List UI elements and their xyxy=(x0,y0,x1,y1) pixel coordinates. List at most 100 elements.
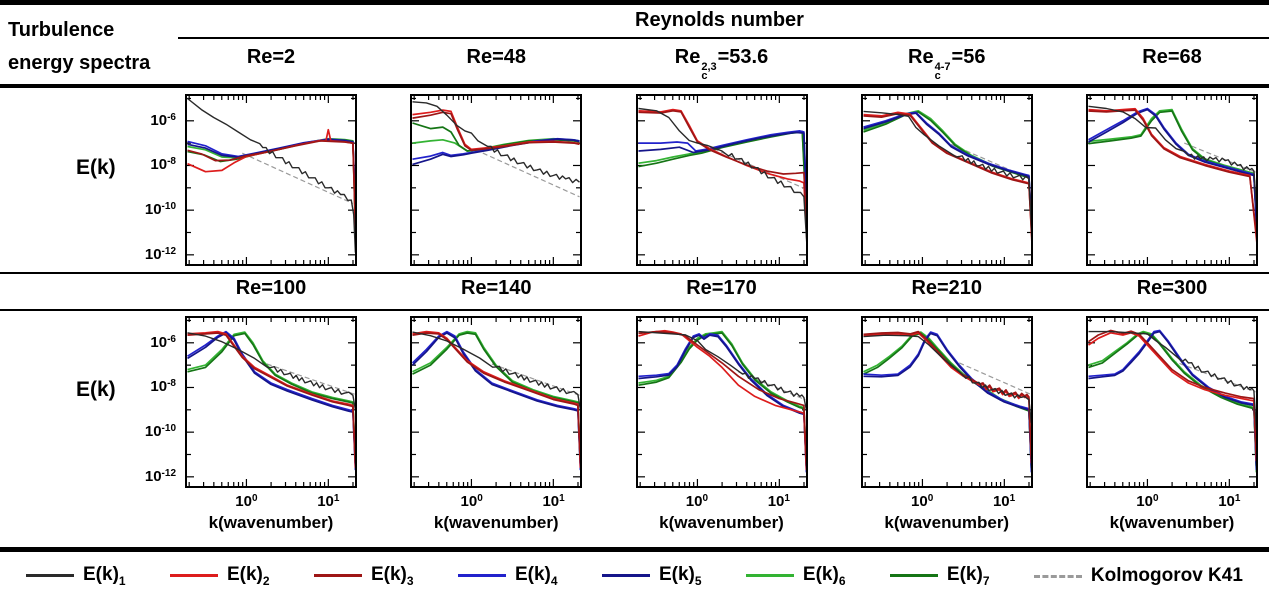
spectra-panel-re-100 xyxy=(185,316,357,493)
legend-swatch-e4 xyxy=(457,574,506,578)
series-e5 xyxy=(863,332,1031,468)
series-e2 xyxy=(637,329,806,471)
spectra-panel-re-2 xyxy=(185,94,357,271)
legend-item-e-k-6: E(k)6 xyxy=(745,564,846,588)
spectra-plot xyxy=(1086,316,1258,488)
series-k41 xyxy=(475,149,580,198)
series-e1 xyxy=(187,97,355,253)
legend-label: E(k)7 xyxy=(946,564,990,588)
y-axis-tick-label-row1--8: 10-8 xyxy=(150,156,176,174)
column-header-re-140: Re=140 xyxy=(460,277,532,299)
x-axis-tick-label-0: 100 xyxy=(235,493,258,510)
series-e2 xyxy=(187,330,355,468)
spectra-panel-re-170 xyxy=(635,316,808,493)
spectra-plot xyxy=(1086,94,1258,266)
legend-label: Kolmogorov K41 xyxy=(1090,565,1243,586)
column-header-re-170: Re=170 xyxy=(686,277,757,299)
column-header-re-53-6: Re 2,3 c =53.6 xyxy=(674,46,769,82)
divider-thin-2 xyxy=(0,309,1269,311)
x-axis-label: k(wavenumber) xyxy=(659,513,784,532)
y-axis-tick-label-row1--6: 10-6 xyxy=(150,111,176,129)
series-e1 xyxy=(187,332,355,410)
legend-swatch-e7 xyxy=(889,574,938,578)
series-e3 xyxy=(412,332,581,464)
series-e1 xyxy=(863,110,1031,232)
legend: E(k)1 E(k)2 E(k)3 E(k)4 E(k)5 E(k)6 E(k)7 Kolmo… xyxy=(0,558,1269,594)
series-e7 xyxy=(1088,332,1256,468)
x-axis-tick-label-1: 101 xyxy=(542,493,565,510)
series-e3 xyxy=(187,332,355,464)
series-e3 xyxy=(863,330,1031,460)
spectra-plot xyxy=(635,316,808,488)
series-e3 xyxy=(637,109,806,231)
series-e4 xyxy=(1088,329,1256,471)
x-axis-label: k(wavenumber) xyxy=(1109,513,1235,532)
x-axis-label: k(wavenumber) xyxy=(208,513,334,532)
group-title-rule xyxy=(178,37,1269,39)
column-headers-row-1: Re=2 Re=48 Re 2,3 c =53.6 Re 4-7 c =56 Re=68 xyxy=(0,46,1269,82)
legend-swatch-e3 xyxy=(313,574,362,578)
y-axis-tick-label-row2--8: 10-8 xyxy=(150,378,176,396)
series-e1 xyxy=(863,334,1031,424)
legend-item-e-k-7: E(k)7 xyxy=(889,564,990,588)
spectra-plot xyxy=(635,94,808,266)
column-header-re-48: Re=48 xyxy=(466,46,527,68)
series-e5 xyxy=(1088,330,1256,466)
legend-label: E(k)2 xyxy=(226,564,270,588)
legend-label: E(k)4 xyxy=(514,564,558,588)
y-axis-tick-label-row2--12: 10-12 xyxy=(144,467,176,485)
legend-swatch-e2 xyxy=(169,574,218,578)
legend-label: E(k)6 xyxy=(802,564,846,588)
y-axis-label: E(k) xyxy=(76,156,116,179)
column-header-re-300: Re=300 xyxy=(1136,277,1208,299)
legend-label: E(k)1 xyxy=(83,564,126,588)
series-e5 xyxy=(1088,108,1256,231)
y-axis-tick-label-row1--10: 10-10 xyxy=(144,201,176,219)
series-e3 xyxy=(187,140,355,224)
legend-label: E(k)3 xyxy=(370,564,414,588)
legend-swatch-e6 xyxy=(745,574,794,578)
x-axis-tick-label-0: 100 xyxy=(460,493,483,510)
spectra-panel-re-140 xyxy=(410,316,583,493)
figure-row-label: Turbulence energy spectra xyxy=(8,14,176,80)
legend-swatch-e1 xyxy=(26,574,74,578)
series-e1 xyxy=(1088,330,1256,430)
column-header-re-56: Re 4-7 c =56 xyxy=(908,46,986,82)
series-e5 xyxy=(412,332,581,466)
series-e1 xyxy=(637,330,806,410)
spectra-plot xyxy=(860,316,1033,488)
series-e4 xyxy=(637,333,806,473)
figure-row-label-line1: Turbulence xyxy=(8,19,115,41)
series-e5 xyxy=(412,138,580,166)
legend-swatch-k41 xyxy=(1033,574,1082,578)
y-axis-label: E(k) xyxy=(76,378,116,401)
spectra-panel-re-300 xyxy=(1086,316,1258,493)
y-axis-tick-label-row2--6: 10-6 xyxy=(150,333,176,351)
series-k41 xyxy=(242,152,354,205)
legend-item-e-k-4: E(k)4 xyxy=(457,564,558,588)
x-axis-tick-label-0: 100 xyxy=(1136,493,1159,510)
spectra-panel-re-48 xyxy=(410,94,583,271)
spectra-plot xyxy=(410,316,583,488)
series-e1 xyxy=(412,331,581,410)
header-sub-sup: 4-7 c xyxy=(934,61,951,82)
series-e1 xyxy=(1088,105,1256,210)
figure-row-label-line2: energy spectra xyxy=(8,52,151,74)
divider-thick-bottom xyxy=(0,547,1269,552)
legend-item-e-k-3: E(k)3 xyxy=(313,564,414,588)
x-axis-tick-label-1: 101 xyxy=(317,493,340,510)
x-axis-label: k(wavenumber) xyxy=(433,513,559,532)
column-header-re-68: Re=68 xyxy=(1142,46,1202,68)
x-axis-tick-label-1: 101 xyxy=(767,493,790,510)
x-axis-label: k(wavenumber) xyxy=(884,513,1010,532)
spectra-plot xyxy=(410,94,583,266)
x-axis-tick-label-1: 101 xyxy=(992,493,1016,510)
y-axis-tick-label-row1--12: 10-12 xyxy=(144,245,176,263)
column-header-re-210: Re=210 xyxy=(911,277,983,299)
y-axis-tick-label-row2--10: 10-10 xyxy=(144,423,176,441)
series-e2 xyxy=(863,332,1031,464)
series-k41 xyxy=(1184,142,1256,173)
x-axis-tick-label-0: 100 xyxy=(911,493,934,510)
spectra-plot xyxy=(860,94,1033,266)
